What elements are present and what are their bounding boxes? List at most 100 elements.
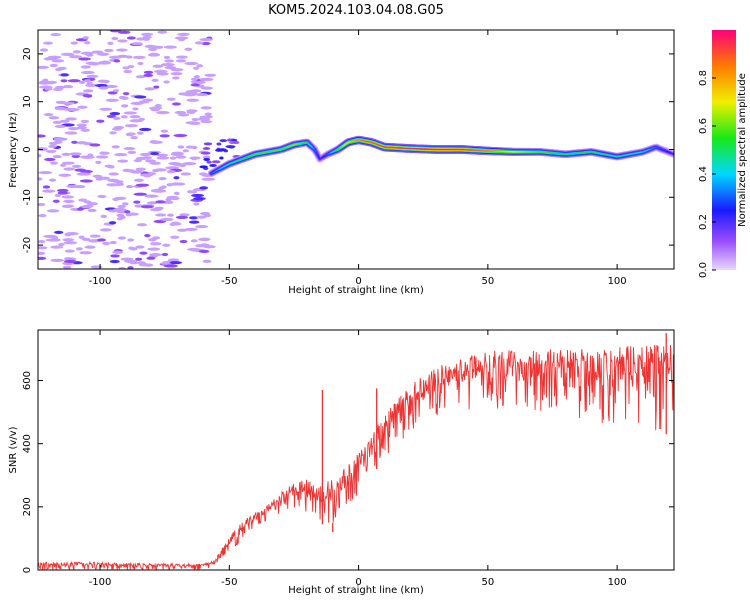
noise-blob: [203, 157, 211, 161]
noise-blob: [162, 243, 171, 247]
noise-blob: [219, 139, 228, 143]
noise-blob: [84, 78, 91, 83]
noise-blob: [66, 108, 80, 112]
noise-blob: [78, 80, 86, 84]
noise-blob: [120, 257, 134, 261]
noise-blob: [43, 41, 53, 45]
colorbar-tick-label: 0.4: [698, 166, 709, 182]
noise-blob: [53, 140, 63, 144]
noise-blob: [112, 116, 121, 120]
noise-blob: [179, 213, 190, 217]
noise-blob: [71, 154, 81, 159]
noise-blob: [165, 198, 172, 202]
noise-blob: [142, 98, 154, 102]
noise-blob: [109, 30, 121, 33]
noise-blob: [153, 85, 160, 89]
noise-blob: [125, 133, 134, 137]
noise-blob: [186, 98, 199, 102]
noise-blob: [38, 246, 48, 250]
noise-blob: [88, 62, 100, 66]
noise-blob: [48, 178, 57, 182]
noise-blob: [202, 155, 211, 159]
noise-blob: [170, 68, 184, 72]
noise-blob: [200, 151, 211, 155]
noise-blob: [162, 261, 169, 265]
noise-blob: [63, 259, 77, 263]
noise-blob: [46, 209, 60, 213]
noise-blob: [72, 50, 81, 54]
noise-blob: [174, 182, 186, 186]
noise-blob: [111, 145, 120, 149]
noise-blob: [133, 178, 144, 182]
y-tick-label: 20: [22, 48, 33, 61]
noise-blob: [136, 131, 144, 135]
noise-blob: [114, 196, 127, 200]
noise-blob: [79, 179, 93, 183]
noise-blob: [117, 30, 131, 34]
noise-blob: [60, 73, 69, 77]
noise-blob: [47, 80, 58, 85]
noise-blob: [129, 115, 141, 119]
noise-blob: [191, 157, 198, 161]
noise-blob: [144, 44, 156, 49]
noise-blob: [49, 161, 58, 165]
noise-blob: [38, 202, 46, 207]
ridge-segment: [315, 151, 319, 157]
noise-blob: [76, 123, 87, 127]
y-tick-label: -20: [22, 237, 33, 253]
noise-blob: [177, 32, 190, 36]
noise-blob: [142, 37, 150, 41]
colorbar: [712, 30, 736, 270]
snr-line: [38, 344, 674, 570]
noise-blob: [107, 41, 114, 45]
noise-blob: [61, 152, 71, 156]
noise-blob: [157, 30, 168, 34]
noise-blob: [163, 55, 171, 60]
x-tick-label: -100: [89, 577, 112, 588]
noise-blob: [96, 52, 110, 56]
noise-blob: [80, 119, 90, 124]
noise-blob: [110, 254, 120, 258]
x-tick-label: 0: [355, 276, 361, 287]
noise-blob: [55, 107, 69, 111]
noise-blob: [100, 60, 111, 64]
noise-blob: [82, 36, 89, 40]
noise-blob: [126, 185, 134, 189]
noise-blob: [45, 149, 57, 154]
noise-blob: [48, 116, 60, 120]
noise-blob: [139, 127, 152, 132]
noise-blob: [134, 95, 147, 99]
noise-blob: [179, 239, 188, 244]
noise-blob: [175, 59, 187, 63]
noise-blob: [129, 170, 143, 174]
noise-blob: [151, 78, 159, 82]
x-tick-label: 100: [608, 577, 627, 588]
noise-blob: [103, 79, 110, 84]
noise-blob: [52, 120, 62, 124]
noise-blob: [200, 86, 213, 90]
x-axis-label-2: Height of straight line (km): [288, 585, 424, 596]
noise-blob: [143, 73, 154, 78]
noise-blob: [108, 209, 118, 213]
noise-blob: [57, 66, 67, 70]
noise-blob: [202, 147, 211, 151]
noise-blob: [167, 258, 180, 262]
noise-blob: [66, 184, 81, 189]
noise-blob: [108, 172, 119, 176]
noise-blob: [194, 80, 206, 85]
noise-blob: [195, 92, 208, 97]
noise-blob: [135, 183, 150, 187]
noise-blob: [44, 87, 53, 91]
noise-blob: [100, 214, 108, 218]
noise-blob: [106, 114, 116, 118]
colorbar-tick-label: 0.0: [698, 262, 709, 278]
noise-blob: [177, 228, 188, 232]
noise-blob: [78, 235, 85, 239]
noise-blob: [71, 164, 82, 168]
noise-blob: [65, 117, 77, 121]
noise-blob: [191, 193, 205, 198]
noise-blob: [219, 156, 224, 160]
noise-blob: [166, 183, 174, 187]
noise-blob: [182, 162, 197, 166]
